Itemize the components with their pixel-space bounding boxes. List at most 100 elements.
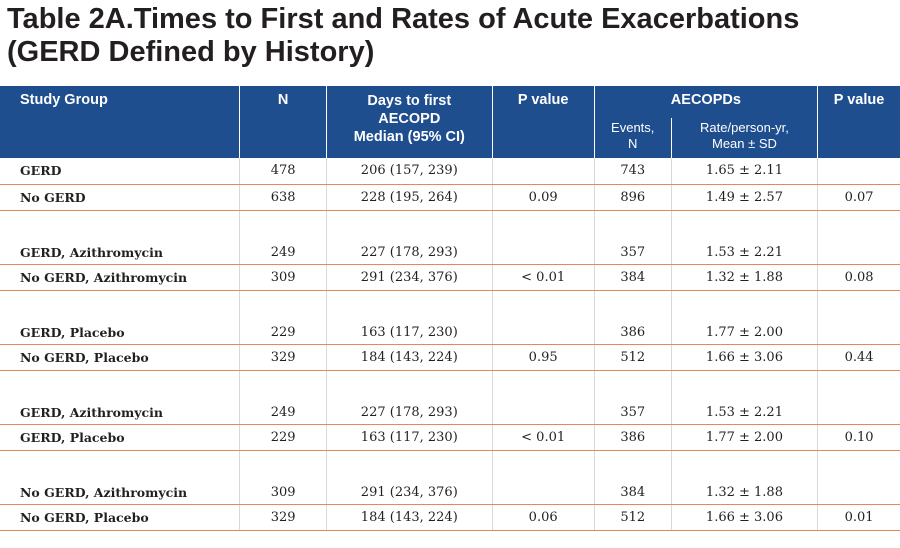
cell-n: 329 (239, 344, 327, 371)
cell-events: 386 (593, 424, 672, 451)
table-row: GERD, Azithromycin 249 227 (178, 293) 35… (0, 210, 900, 265)
cell-rate: 1.65 ± 2.11 (670, 158, 818, 185)
cell-p-value-2: 0.01 (817, 504, 900, 531)
table-row: GERD, Placebo 229 163 (117, 230) < 0.01 … (0, 424, 900, 451)
cell-rate: 1.32 ± 1.88 (670, 264, 818, 291)
header-study-group: Study Group (0, 86, 240, 118)
cell-days: 227 (178, 293) (325, 210, 493, 265)
cell-events: 357 (593, 370, 672, 425)
cell-p-value-1: 0.95 (491, 344, 595, 371)
cell-n: 329 (239, 504, 327, 531)
header-p-value-2: P value (817, 86, 900, 118)
header-n: N (239, 86, 327, 118)
cell-days: 291 (234, 376) (325, 450, 493, 505)
cell-p-value-2 (817, 370, 900, 425)
data-table: Study Group N Days to first AECOPD Media… (0, 86, 900, 531)
cell-group: GERD, Placebo (0, 290, 240, 345)
header-events: Events, N (593, 118, 672, 158)
cell-p-value-1: 0.09 (491, 184, 595, 211)
cell-rate: 1.53 ± 2.21 (670, 210, 818, 265)
cell-group: GERD (0, 158, 240, 185)
header-spacer (817, 118, 900, 158)
header-days-line2: AECOPD (378, 111, 441, 127)
cell-n: 309 (239, 264, 327, 291)
cell-p-value-1 (491, 450, 595, 505)
cell-days: 228 (195, 264) (325, 184, 493, 211)
table-title-line2: (GERD Defined by History) (7, 36, 375, 68)
cell-n: 249 (239, 210, 327, 265)
table-row: No GERD, Azithromycin 309 291 (234, 376)… (0, 450, 900, 505)
cell-days: 227 (178, 293) (325, 370, 493, 425)
cell-rate: 1.32 ± 1.88 (670, 450, 818, 505)
header-days-to-first: Days to first AECOPD Median (95% CI) (325, 86, 493, 158)
cell-days: 184 (143, 224) (325, 344, 493, 371)
cell-group: GERD, Azithromycin (0, 370, 240, 425)
cell-rate: 1.53 ± 2.21 (670, 370, 818, 425)
cell-p-value-2 (817, 158, 900, 185)
cell-group: No GERD, Azithromycin (0, 264, 240, 291)
cell-p-value-2 (817, 210, 900, 265)
cell-events: 384 (593, 450, 672, 505)
cell-days: 184 (143, 224) (325, 504, 493, 531)
cell-days: 206 (157, 239) (325, 158, 493, 185)
cell-group: No GERD, Placebo (0, 344, 240, 371)
table-row: No GERD, Placebo 329 184 (143, 224) 0.06… (0, 504, 900, 531)
cell-group: No GERD, Placebo (0, 504, 240, 531)
table-body: GERD 478 206 (157, 239) 743 1.65 ± 2.11 … (0, 158, 900, 531)
cell-events: 896 (593, 184, 672, 211)
cell-p-value-1: 0.06 (491, 504, 595, 531)
cell-n: 478 (239, 158, 327, 185)
cell-group: No GERD (0, 184, 240, 211)
cell-group: GERD, Azithromycin (0, 210, 240, 265)
cell-p-value-1: < 0.01 (491, 424, 595, 451)
cell-n: 249 (239, 370, 327, 425)
table-row: No GERD 638 228 (195, 264) 0.09 896 1.49… (0, 184, 900, 211)
cell-p-value-1 (491, 210, 595, 265)
table-row: GERD, Placebo 229 163 (117, 230) 386 1.7… (0, 290, 900, 345)
table-row: No GERD, Placebo 329 184 (143, 224) 0.95… (0, 344, 900, 371)
cell-rate: 1.66 ± 3.06 (670, 344, 818, 371)
cell-rate: 1.49 ± 2.57 (670, 184, 818, 211)
table-row: No GERD, Azithromycin 309 291 (234, 376)… (0, 264, 900, 291)
header-events-line1: Events, (611, 120, 655, 135)
header-spacer (491, 118, 595, 158)
cell-p-value-2: 0.44 (817, 344, 900, 371)
cell-p-value-2: 0.10 (817, 424, 900, 451)
cell-rate: 1.77 ± 2.00 (670, 424, 818, 451)
cell-p-value-1: < 0.01 (491, 264, 595, 291)
header-rate: Rate/person-yr, Mean ± SD (670, 118, 818, 158)
table-title: Table 2A.Times to First and Rates of Acu… (7, 3, 897, 69)
header-p-value-1: P value (491, 86, 595, 118)
cell-events: 357 (593, 210, 672, 265)
table-title-line1: Table 2A.Times to First and Rates of Acu… (7, 3, 800, 35)
cell-p-value-1 (491, 158, 595, 185)
cell-rate: 1.66 ± 3.06 (670, 504, 818, 531)
header-aecopds: AECOPDs (593, 86, 818, 118)
cell-n: 229 (239, 290, 327, 345)
table-row: GERD 478 206 (157, 239) 743 1.65 ± 2.11 (0, 158, 900, 185)
cell-group: GERD, Placebo (0, 424, 240, 451)
cell-days: 163 (117, 230) (325, 290, 493, 345)
cell-days: 163 (117, 230) (325, 424, 493, 451)
cell-p-value-2 (817, 450, 900, 505)
header-rate-line1: Rate/person-yr, (700, 120, 789, 135)
header-rate-line2: Mean ± SD (711, 136, 777, 151)
cell-p-value-2: 0.07 (817, 184, 900, 211)
cell-p-value-2 (817, 290, 900, 345)
cell-n: 229 (239, 424, 327, 451)
cell-events: 384 (593, 264, 672, 291)
cell-n: 309 (239, 450, 327, 505)
cell-group: No GERD, Azithromycin (0, 450, 240, 505)
header-events-line2: N (628, 136, 638, 151)
cell-n: 638 (239, 184, 327, 211)
cell-p-value-1 (491, 370, 595, 425)
cell-days: 291 (234, 376) (325, 264, 493, 291)
header-spacer (239, 118, 327, 158)
header-days-line3: Median (95% CI) (353, 129, 465, 145)
header-days-line1: Days to first (367, 93, 452, 109)
header-spacer (0, 118, 240, 158)
cell-events: 386 (593, 290, 672, 345)
cell-rate: 1.77 ± 2.00 (670, 290, 818, 345)
cell-events: 512 (593, 344, 672, 371)
table-row: GERD, Azithromycin 249 227 (178, 293) 35… (0, 370, 900, 425)
